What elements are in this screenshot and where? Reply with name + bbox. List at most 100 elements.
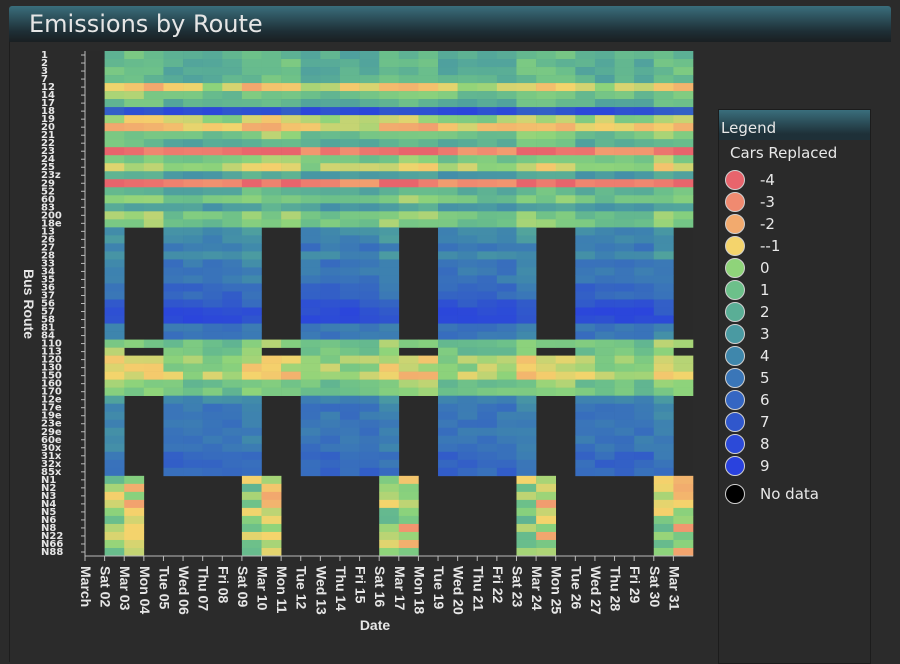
heatmap-chart: 1237121417181920212223242523z29526083200… — [21, 50, 694, 633]
heatmap-cell — [281, 387, 302, 396]
heatmap-cell — [516, 59, 537, 68]
heatmap-cell — [398, 147, 419, 156]
heatmap-cell — [163, 243, 184, 252]
y-tick-label: 21 — [41, 130, 55, 141]
heatmap-cell — [673, 147, 694, 156]
legend-item: 9 — [725, 456, 865, 478]
heatmap-cell — [163, 203, 184, 212]
heatmap-cell — [183, 275, 203, 284]
heatmap-cell — [653, 387, 674, 396]
legend-label: 1 — [760, 281, 770, 299]
heatmap-cell — [281, 339, 302, 348]
heatmap-cell — [457, 59, 478, 68]
heatmap-cell — [339, 91, 360, 100]
heatmap-cell — [438, 51, 458, 60]
heatmap-cell — [673, 379, 694, 388]
heatmap-cell — [536, 155, 557, 164]
heatmap-cell — [496, 331, 517, 340]
heatmap-cell — [575, 371, 596, 380]
heatmap-cell — [418, 171, 439, 180]
heatmap-cell — [496, 467, 517, 477]
heatmap-cell — [241, 123, 262, 132]
heatmap-cell — [281, 147, 302, 156]
heatmap-cell — [594, 323, 615, 332]
heatmap-cell — [359, 291, 380, 300]
heatmap-cell — [653, 115, 674, 124]
heatmap-cell — [339, 211, 360, 220]
heatmap-cell — [653, 163, 674, 172]
legend-panel: Legend Cars Replaced -4 -3 -2 --1 0 1 2 3 4 5 6 7 8 9… — [718, 109, 871, 664]
y-tick-label: 160 — [41, 379, 62, 390]
heatmap-cell — [516, 443, 537, 453]
heatmap-cell — [555, 59, 576, 68]
x-tick-label: Thu 14 — [333, 566, 349, 611]
x-tick-label: Sat 02 — [98, 566, 114, 607]
heatmap-cell — [320, 299, 341, 308]
legend-swatch — [725, 324, 745, 344]
heatmap-cell — [457, 51, 478, 60]
heatmap-cell — [359, 339, 380, 348]
heatmap-cell — [516, 475, 537, 485]
heatmap-cell — [222, 387, 243, 396]
heatmap-cell — [496, 403, 517, 413]
heatmap-cell — [457, 347, 478, 356]
heatmap-cell — [398, 507, 419, 517]
heatmap-cell — [104, 507, 125, 517]
heatmap-cell — [261, 371, 282, 380]
heatmap-cell — [339, 275, 360, 284]
heatmap-cell — [339, 251, 360, 260]
heatmap-cell — [359, 419, 380, 429]
heatmap-cell — [163, 75, 184, 84]
heatmap-cell — [222, 51, 243, 60]
heatmap-cell — [516, 403, 537, 413]
heatmap-cell — [398, 387, 419, 396]
heatmap-cell — [575, 59, 596, 68]
heatmap-cell — [320, 347, 341, 356]
heatmap-cell — [359, 435, 380, 445]
x-tick-label: Wed 27 — [588, 566, 604, 615]
x-tick-label: Thu 28 — [608, 566, 624, 611]
heatmap-cell — [241, 491, 262, 501]
heatmap-cell — [496, 323, 517, 332]
heatmap-cell — [496, 59, 517, 68]
heatmap-cell — [104, 243, 125, 252]
heatmap-cell — [457, 171, 478, 180]
heatmap-cell — [359, 163, 380, 172]
y-tick-label: 23 — [41, 146, 55, 157]
heatmap-cell — [438, 115, 458, 124]
heatmap-cell — [438, 83, 458, 92]
heatmap-cell — [614, 171, 635, 180]
heatmap-cell — [163, 219, 184, 228]
heatmap-cell — [634, 99, 655, 108]
heatmap-cell — [673, 339, 694, 348]
heatmap-cell — [183, 99, 203, 108]
heatmap-cell — [202, 331, 223, 340]
heatmap-cell — [477, 51, 498, 60]
heatmap-cell — [594, 459, 615, 469]
heatmap-cell — [477, 203, 498, 212]
heatmap-cell — [359, 51, 380, 60]
heatmap-cell — [379, 435, 400, 445]
heatmap-cell — [496, 51, 517, 60]
heatmap-cell — [339, 131, 360, 140]
x-tick-label: Wed 06 — [176, 566, 192, 615]
heatmap-cell — [320, 123, 341, 132]
heatmap-cell — [614, 395, 635, 404]
heatmap-cell — [222, 435, 243, 445]
heatmap-cell — [379, 419, 400, 429]
heatmap-cell — [104, 139, 125, 148]
heatmap-cell — [398, 99, 419, 108]
heatmap-cell — [339, 139, 360, 148]
heatmap-cell — [300, 331, 321, 340]
heatmap-cell — [496, 115, 517, 124]
heatmap-cell — [653, 331, 674, 340]
heatmap-cell — [496, 459, 517, 469]
heatmap-cell — [594, 315, 615, 324]
y-tick-label: 26 — [41, 234, 55, 245]
heatmap-cell — [594, 307, 615, 316]
heatmap-cell — [222, 355, 243, 364]
heatmap-cell — [516, 499, 537, 509]
heatmap-cell — [653, 155, 674, 164]
heatmap-cell — [594, 195, 615, 204]
title-bar: Emissions by Route — [9, 6, 891, 42]
